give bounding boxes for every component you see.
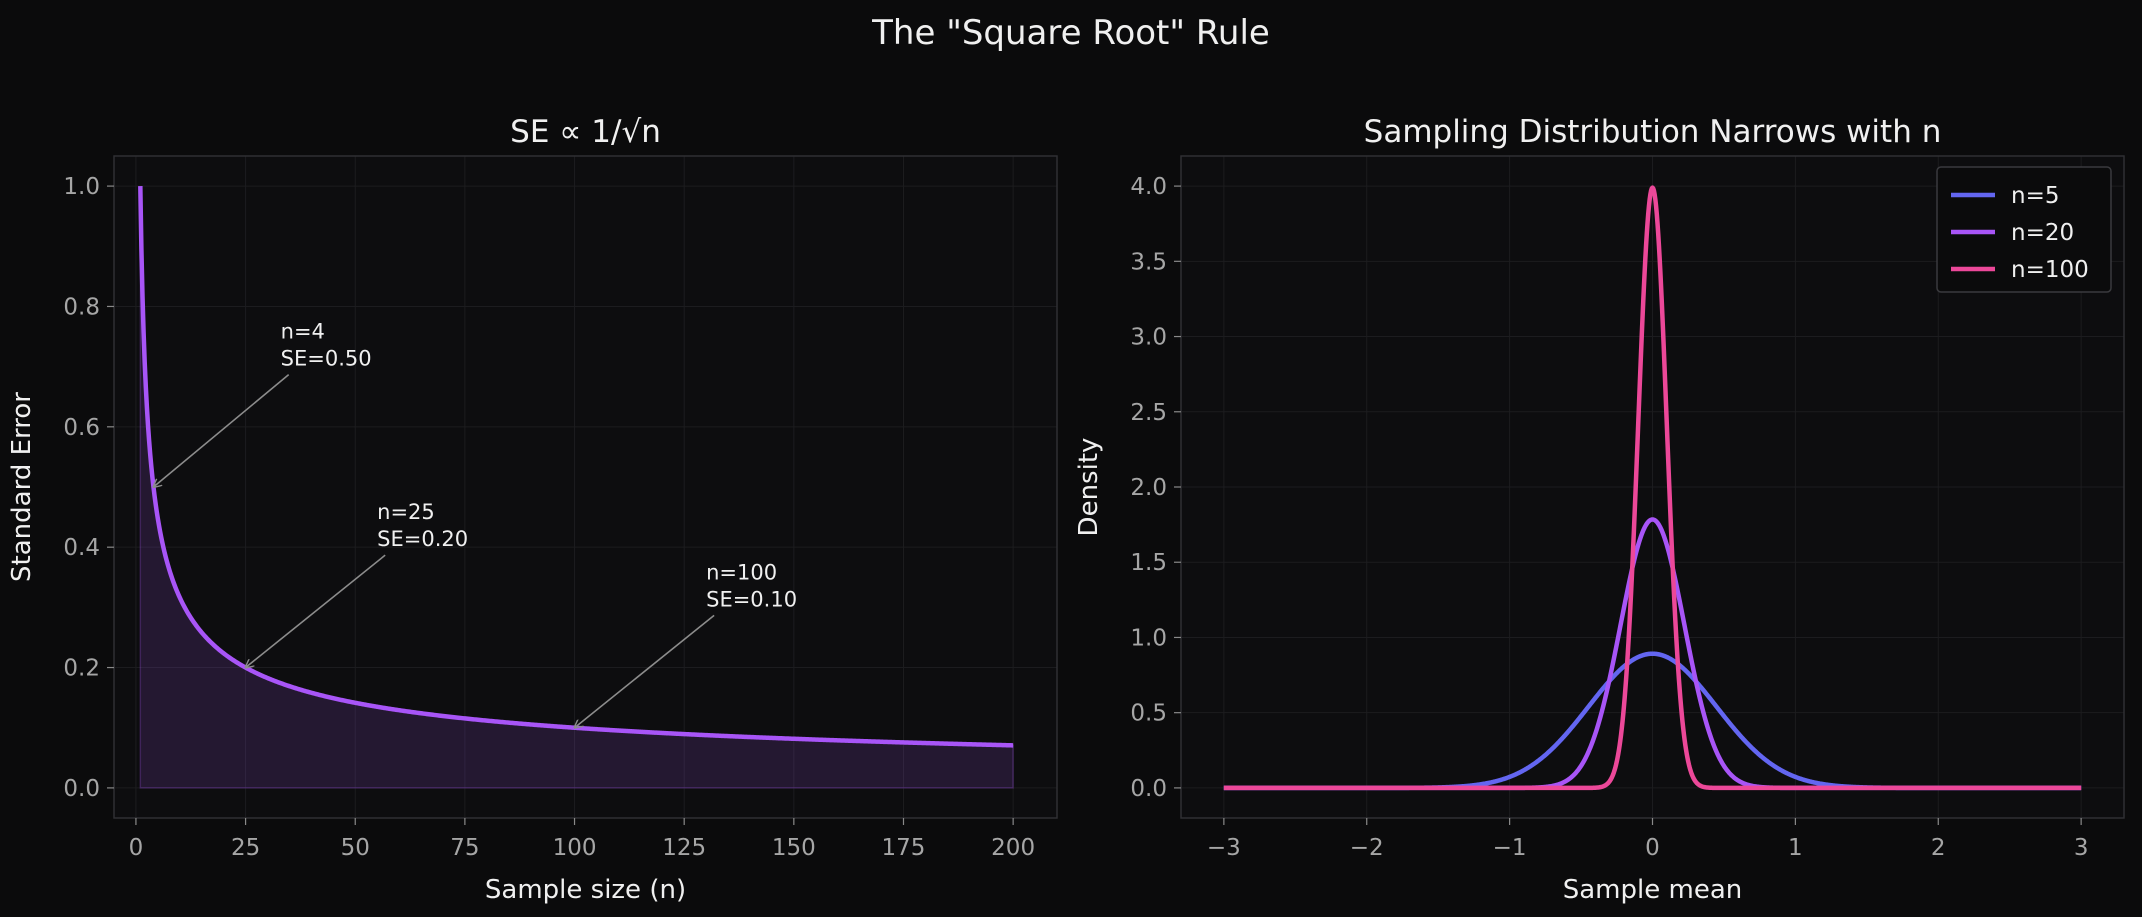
legend-box bbox=[1936, 166, 2112, 293]
annotation-label: SE=0.10 bbox=[706, 587, 797, 611]
se-chart-x-tick-label: 75 bbox=[450, 835, 479, 861]
se-chart-y-tick-label: 1.0 bbox=[63, 174, 100, 200]
density-chart-y-tick-label: 2.0 bbox=[1130, 475, 1167, 501]
se-chart-y-tick-label: 0.0 bbox=[63, 776, 100, 802]
density-chart-panel: −3 −2 −1 0 1 2 3 0.0 0.5 1.0 1.5 2.0 2.5 3.0 3.5 4.0 n=… bbox=[1074, 114, 2125, 905]
annotation-label: n=100 bbox=[706, 560, 777, 584]
density-chart-x-tick-label: 2 bbox=[1931, 835, 1946, 861]
se-chart-title: SE ∝ 1/√n bbox=[510, 114, 661, 150]
annotation-arrow bbox=[246, 554, 386, 667]
density-chart-y-tick-label: 3.5 bbox=[1130, 249, 1167, 275]
density-chart-y-tick-label: 1.0 bbox=[1130, 625, 1167, 651]
annotation-label: SE=0.50 bbox=[281, 347, 372, 371]
density-chart-x-tick-label: −2 bbox=[1350, 835, 1384, 861]
se-chart-y-tick-label: 0.4 bbox=[63, 535, 100, 561]
density-chart-y-tick-label: 0.0 bbox=[1130, 776, 1167, 802]
se-chart-x-axis-label: Sample size (n) bbox=[485, 875, 686, 905]
legend-label: n=20 bbox=[2011, 220, 2074, 246]
density-chart-y-tick-label: 0.5 bbox=[1130, 701, 1167, 727]
se-chart-x-tick-label: 0 bbox=[129, 835, 144, 861]
se-chart-x-tick-label: 50 bbox=[341, 835, 370, 861]
density-chart-legend: n=5 n=20 n=100 bbox=[1936, 166, 2112, 293]
density-chart-x-tick-label: 1 bbox=[1788, 835, 1803, 861]
se-chart-x-tick-label: 125 bbox=[662, 835, 706, 861]
density-chart-ticks: −3 −2 −1 0 1 2 3 0.0 0.5 1.0 1.5 2.0 2.5 3.0 3.5 4.0 bbox=[1130, 174, 2088, 861]
se-chart-plot-area bbox=[114, 156, 1057, 818]
se-chart-panel: 0 25 50 75 100 125 150 175 200 0.0 0.2 0.4 0.6 0.8 1.0… bbox=[7, 114, 1058, 905]
density-chart-y-tick-label: 2.5 bbox=[1130, 400, 1167, 426]
se-chart-y-tick-label: 0.6 bbox=[63, 415, 100, 441]
se-chart-grid bbox=[114, 156, 1057, 818]
legend-label: n=5 bbox=[2011, 183, 2059, 209]
se-chart-x-tick-label: 175 bbox=[882, 835, 926, 861]
density-chart-y-axis-label: Density bbox=[1074, 438, 1104, 537]
annotation-label: n=25 bbox=[377, 500, 435, 524]
legend-label: n=100 bbox=[2011, 257, 2089, 283]
annotation-arrow bbox=[575, 614, 715, 727]
density-chart-y-tick-label: 3.0 bbox=[1130, 325, 1167, 351]
density-chart-x-tick-label: 3 bbox=[2074, 835, 2089, 861]
figure-title: The "Square Root" Rule bbox=[871, 13, 1270, 53]
density-chart-x-tick-label: −3 bbox=[1207, 835, 1241, 861]
density-chart-x-axis-label: Sample mean bbox=[1563, 875, 1743, 905]
se-chart-frame bbox=[113, 155, 1058, 819]
density-chart-y-tick-label: 1.5 bbox=[1130, 550, 1167, 576]
se-chart-x-tick-label: 100 bbox=[553, 835, 597, 861]
se-chart-ticks: 0 25 50 75 100 125 150 175 200 0.0 0.2 0.4 0.6 0.8 1.0 bbox=[63, 174, 1035, 861]
density-chart-x-tick-label: 0 bbox=[1645, 835, 1660, 861]
se-chart-x-tick-label: 150 bbox=[772, 835, 816, 861]
se-chart-x-tick-label: 25 bbox=[231, 835, 260, 861]
density-chart-title: Sampling Distribution Narrows with n bbox=[1364, 114, 1942, 150]
se-chart-x-tick-label: 200 bbox=[991, 835, 1035, 861]
annotation-arrow bbox=[153, 374, 290, 487]
annotation-label: SE=0.20 bbox=[377, 527, 468, 551]
density-chart-x-tick-label: −1 bbox=[1493, 835, 1527, 861]
se-chart-y-axis-label: Standard Error bbox=[7, 392, 37, 582]
density-curve-n-100 bbox=[1222, 185, 2083, 791]
se-chart-y-tick-label: 0.2 bbox=[63, 656, 100, 682]
se-chart-y-tick-label: 0.8 bbox=[63, 294, 100, 320]
density-chart-y-tick-label: 4.0 bbox=[1130, 174, 1167, 200]
annotation-label: n=4 bbox=[281, 320, 325, 344]
se-chart-annotations: n=4 SE=0.50 n=25 SE=0.20 n=100 SE=0.10 bbox=[153, 320, 797, 728]
density-chart-marks bbox=[1222, 185, 2083, 791]
